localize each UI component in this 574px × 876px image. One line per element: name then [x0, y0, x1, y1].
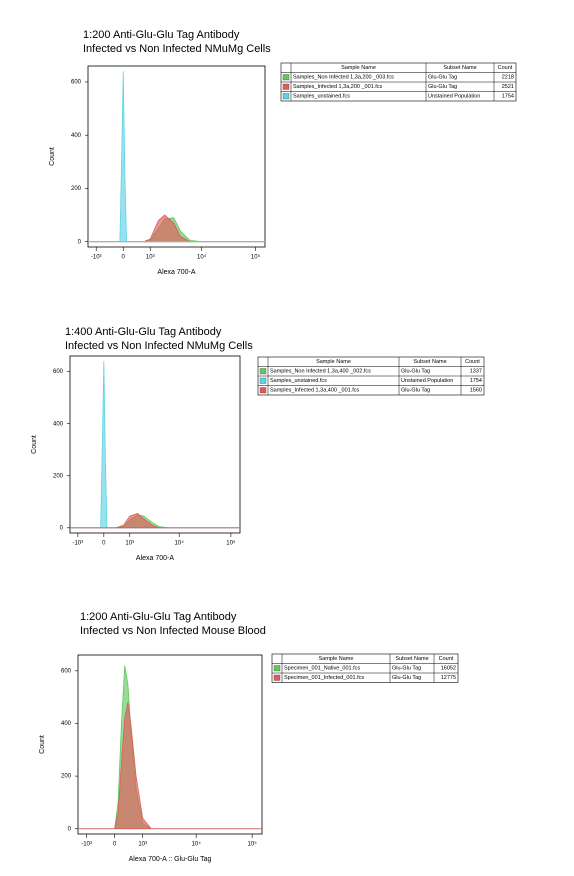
table-header: Count	[498, 65, 513, 71]
y-tick-label: 200	[53, 473, 64, 479]
x-tick-label: 0	[102, 541, 106, 547]
x-axis-label: Alexa 700-A	[157, 269, 195, 276]
legend-swatch	[282, 83, 290, 90]
chart-title: 1:400 Anti-Glu-Glu Tag Antibody	[65, 326, 222, 338]
legend-name: Samples_Non Infected 1,3a,400 _002.fcs	[270, 369, 371, 375]
legend-swatch	[259, 377, 267, 384]
y-tick-label: 600	[71, 80, 82, 86]
histogram-area	[78, 702, 262, 830]
x-tick-label: 0	[122, 255, 126, 261]
legend-swatch	[282, 74, 290, 81]
legend-count: 16052	[441, 666, 456, 672]
y-tick-label: 0	[78, 239, 82, 245]
table-header: Sample Name	[316, 359, 351, 365]
x-tick-label: 10⁵	[248, 841, 258, 848]
legend-subset: Glu-Glu Tag	[428, 84, 457, 90]
x-tick-label: 0	[113, 842, 117, 848]
chart-subtitle: Infected vs Non Infected NMuMg Cells	[65, 340, 253, 352]
table-header: Count	[439, 656, 454, 662]
legend-count: 1754	[470, 378, 482, 384]
legend-name: Samples_Non Infected 1,3a,200 _003.fcs	[293, 75, 394, 81]
legend-swatch	[273, 665, 281, 672]
y-axis-label: Count	[31, 435, 38, 454]
legend-name: Samples_Infected 1,3a,200 _001.fcs	[293, 84, 383, 90]
legend-name: Specimen_001_Infected_001.fcs	[284, 675, 364, 681]
x-tick-label: -10³	[81, 842, 92, 848]
y-tick-label: 400	[53, 421, 64, 427]
table-header: Count	[465, 359, 480, 365]
legend-subset: Unstained Population	[401, 378, 453, 384]
legend-swatch	[259, 368, 267, 375]
x-axis-label: Alexa 700-A :: Glu-Glu Tag	[129, 856, 212, 863]
legend-count: 1560	[470, 388, 482, 394]
table-frame	[271, 653, 459, 683]
legend-swatch	[273, 674, 281, 681]
histogram-area	[70, 361, 240, 529]
histogram-area	[78, 665, 262, 830]
y-tick-label: 200	[71, 186, 82, 192]
x-tick-label: 10³	[125, 541, 134, 547]
y-tick-label: 600	[61, 668, 72, 674]
y-tick-label: 600	[53, 369, 64, 375]
x-tick-label: -10³	[91, 255, 102, 261]
plot-frame	[77, 654, 263, 835]
x-axis-label: Alexa 700-A	[136, 555, 174, 562]
legend-count: 1337	[470, 369, 482, 375]
legend-count: 2218	[502, 75, 514, 81]
plot-frame	[87, 65, 266, 248]
x-tick-label: 10³	[146, 255, 155, 261]
legend-subset: Glu-Glu Tag	[392, 675, 421, 681]
legend-name: Samples_Infected 1,3a,400 _001.fcs	[270, 388, 360, 394]
chart-title: 1:200 Anti-Glu-Glu Tag Antibody	[83, 29, 240, 41]
histogram-area	[88, 214, 265, 243]
x-tick-label: 10⁴	[175, 540, 185, 547]
x-tick-label: 10⁴	[192, 841, 202, 848]
table-header: Subset Name	[413, 359, 446, 365]
legend-subset: Glu-Glu Tag	[392, 666, 421, 672]
legend-name: Specimen_001_Native_001.fcs	[284, 666, 360, 672]
histogram-area	[88, 71, 265, 243]
y-tick-label: 400	[71, 133, 82, 139]
legend-name: Samples_unstained.fcs	[270, 378, 327, 384]
y-axis-label: Count	[39, 735, 46, 754]
legend-name: Samples_unstained.fcs	[293, 94, 350, 100]
legend-subset: Glu-Glu Tag	[401, 369, 430, 375]
table-header: Subset Name	[443, 65, 476, 71]
x-tick-label: 10⁵	[226, 540, 236, 547]
plot-frame	[69, 355, 241, 534]
chart-subtitle: Infected vs Non Infected Mouse Blood	[80, 625, 266, 637]
x-tick-label: -10³	[73, 541, 84, 547]
histogram-area	[70, 513, 240, 529]
legend-count: 1754	[502, 94, 514, 100]
legend-subset: Glu-Glu Tag	[401, 388, 430, 394]
legend-count: 12775	[441, 675, 456, 681]
chart-subtitle: Infected vs Non Infected NMuMg Cells	[83, 43, 271, 55]
table-header: Sample Name	[319, 656, 354, 662]
x-tick-label: 10⁵	[251, 254, 261, 261]
legend-swatch	[282, 93, 290, 100]
table-header: Subset Name	[395, 656, 428, 662]
table-header: Sample Name	[341, 65, 376, 71]
legend-subset: Glu-Glu Tag	[428, 75, 457, 81]
x-tick-label: 10⁴	[197, 254, 207, 261]
y-tick-label: 0	[60, 525, 64, 531]
chart-title: 1:200 Anti-Glu-Glu Tag Antibody	[80, 611, 237, 623]
y-tick-label: 200	[61, 774, 72, 780]
x-tick-label: 10³	[138, 842, 147, 848]
legend-subset: Unstained Population	[428, 94, 480, 100]
y-tick-label: 400	[61, 721, 72, 727]
y-tick-label: 0	[68, 826, 72, 832]
y-axis-label: Count	[49, 147, 56, 166]
legend-count: 2521	[502, 84, 514, 90]
legend-swatch	[259, 387, 267, 394]
